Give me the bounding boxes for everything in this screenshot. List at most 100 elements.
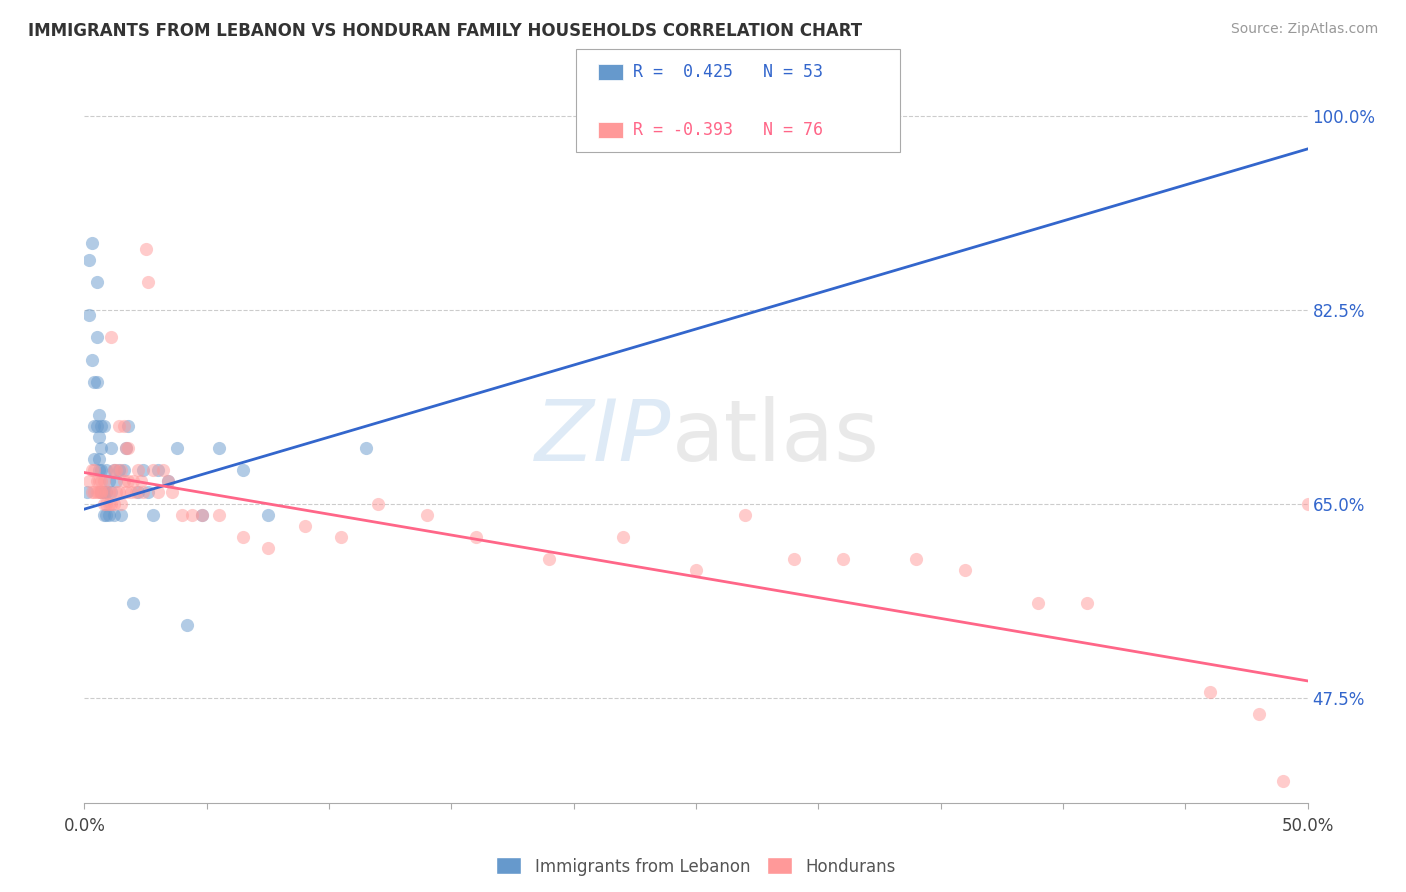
- Point: [83, 452, 105, 467]
- Point: [87, 430, 110, 444]
- Point: [354, 441, 377, 455]
- Point: [110, 497, 132, 511]
- Point: [96, 485, 118, 500]
- Point: [208, 508, 231, 522]
- Point: [117, 419, 139, 434]
- Point: [146, 463, 169, 477]
- Point: [538, 552, 561, 566]
- Point: [132, 485, 155, 500]
- Point: [146, 485, 169, 500]
- Point: [87, 485, 110, 500]
- Point: [86, 419, 108, 434]
- Point: [107, 419, 129, 434]
- Point: [115, 485, 138, 500]
- Point: [90, 475, 112, 489]
- Point: [685, 563, 707, 577]
- Point: [77, 252, 100, 267]
- Point: [97, 497, 120, 511]
- Point: [93, 475, 115, 489]
- Point: [93, 485, 115, 500]
- Point: [103, 463, 125, 477]
- Point: [232, 530, 254, 544]
- Point: [125, 485, 148, 500]
- Point: [77, 308, 100, 322]
- Point: [83, 463, 105, 477]
- Point: [612, 530, 634, 544]
- Point: [1369, 729, 1392, 743]
- Point: [464, 530, 486, 544]
- Point: [96, 463, 118, 477]
- Point: [953, 563, 976, 577]
- Point: [367, 497, 389, 511]
- Point: [156, 475, 179, 489]
- Point: [86, 275, 108, 289]
- Point: [107, 485, 129, 500]
- Point: [120, 485, 142, 500]
- Point: [87, 463, 110, 477]
- Point: [87, 408, 110, 422]
- Point: [129, 475, 152, 489]
- Point: [80, 236, 103, 251]
- Point: [135, 242, 157, 256]
- Point: [1272, 773, 1295, 788]
- Point: [831, 120, 853, 134]
- Point: [416, 508, 439, 522]
- Point: [162, 485, 184, 500]
- Point: [166, 441, 188, 455]
- Point: [142, 463, 165, 477]
- Point: [117, 441, 139, 455]
- Point: [100, 497, 122, 511]
- Point: [80, 463, 103, 477]
- Point: [80, 352, 103, 367]
- Point: [93, 419, 115, 434]
- Point: [176, 618, 198, 632]
- Point: [100, 330, 122, 344]
- Point: [257, 508, 280, 522]
- Point: [103, 463, 125, 477]
- Point: [122, 475, 145, 489]
- Point: [1296, 497, 1319, 511]
- Text: ZIP: ZIP: [536, 395, 672, 479]
- Point: [1028, 596, 1050, 610]
- Point: [100, 485, 122, 500]
- Point: [96, 497, 118, 511]
- Text: atlas: atlas: [672, 395, 880, 479]
- Point: [127, 463, 149, 477]
- Point: [115, 441, 138, 455]
- Point: [1247, 707, 1270, 722]
- Point: [90, 463, 112, 477]
- Point: [1076, 596, 1098, 610]
- Point: [294, 518, 316, 533]
- Point: [103, 497, 125, 511]
- Point: [156, 475, 179, 489]
- Point: [90, 485, 112, 500]
- Point: [97, 485, 120, 500]
- Point: [136, 485, 159, 500]
- Point: [97, 475, 120, 489]
- Point: [112, 463, 135, 477]
- Point: [191, 508, 214, 522]
- Point: [105, 463, 128, 477]
- Point: [112, 419, 135, 434]
- Point: [152, 463, 174, 477]
- Text: IMMIGRANTS FROM LEBANON VS HONDURAN FAMILY HOUSEHOLDS CORRELATION CHART: IMMIGRANTS FROM LEBANON VS HONDURAN FAMI…: [28, 22, 862, 40]
- Point: [905, 552, 928, 566]
- Point: [208, 441, 231, 455]
- Point: [105, 475, 128, 489]
- Point: [831, 552, 853, 566]
- Point: [232, 463, 254, 477]
- Point: [93, 497, 115, 511]
- Point: [191, 508, 214, 522]
- Point: [86, 475, 108, 489]
- Point: [107, 463, 129, 477]
- Legend: Immigrants from Lebanon, Hondurans: Immigrants from Lebanon, Hondurans: [489, 851, 903, 882]
- Point: [83, 485, 105, 500]
- Point: [86, 485, 108, 500]
- Point: [115, 441, 138, 455]
- Text: R = -0.393   N = 76: R = -0.393 N = 76: [633, 121, 823, 139]
- Point: [110, 508, 132, 522]
- Point: [122, 596, 145, 610]
- Point: [80, 485, 103, 500]
- Point: [83, 375, 105, 389]
- Point: [87, 452, 110, 467]
